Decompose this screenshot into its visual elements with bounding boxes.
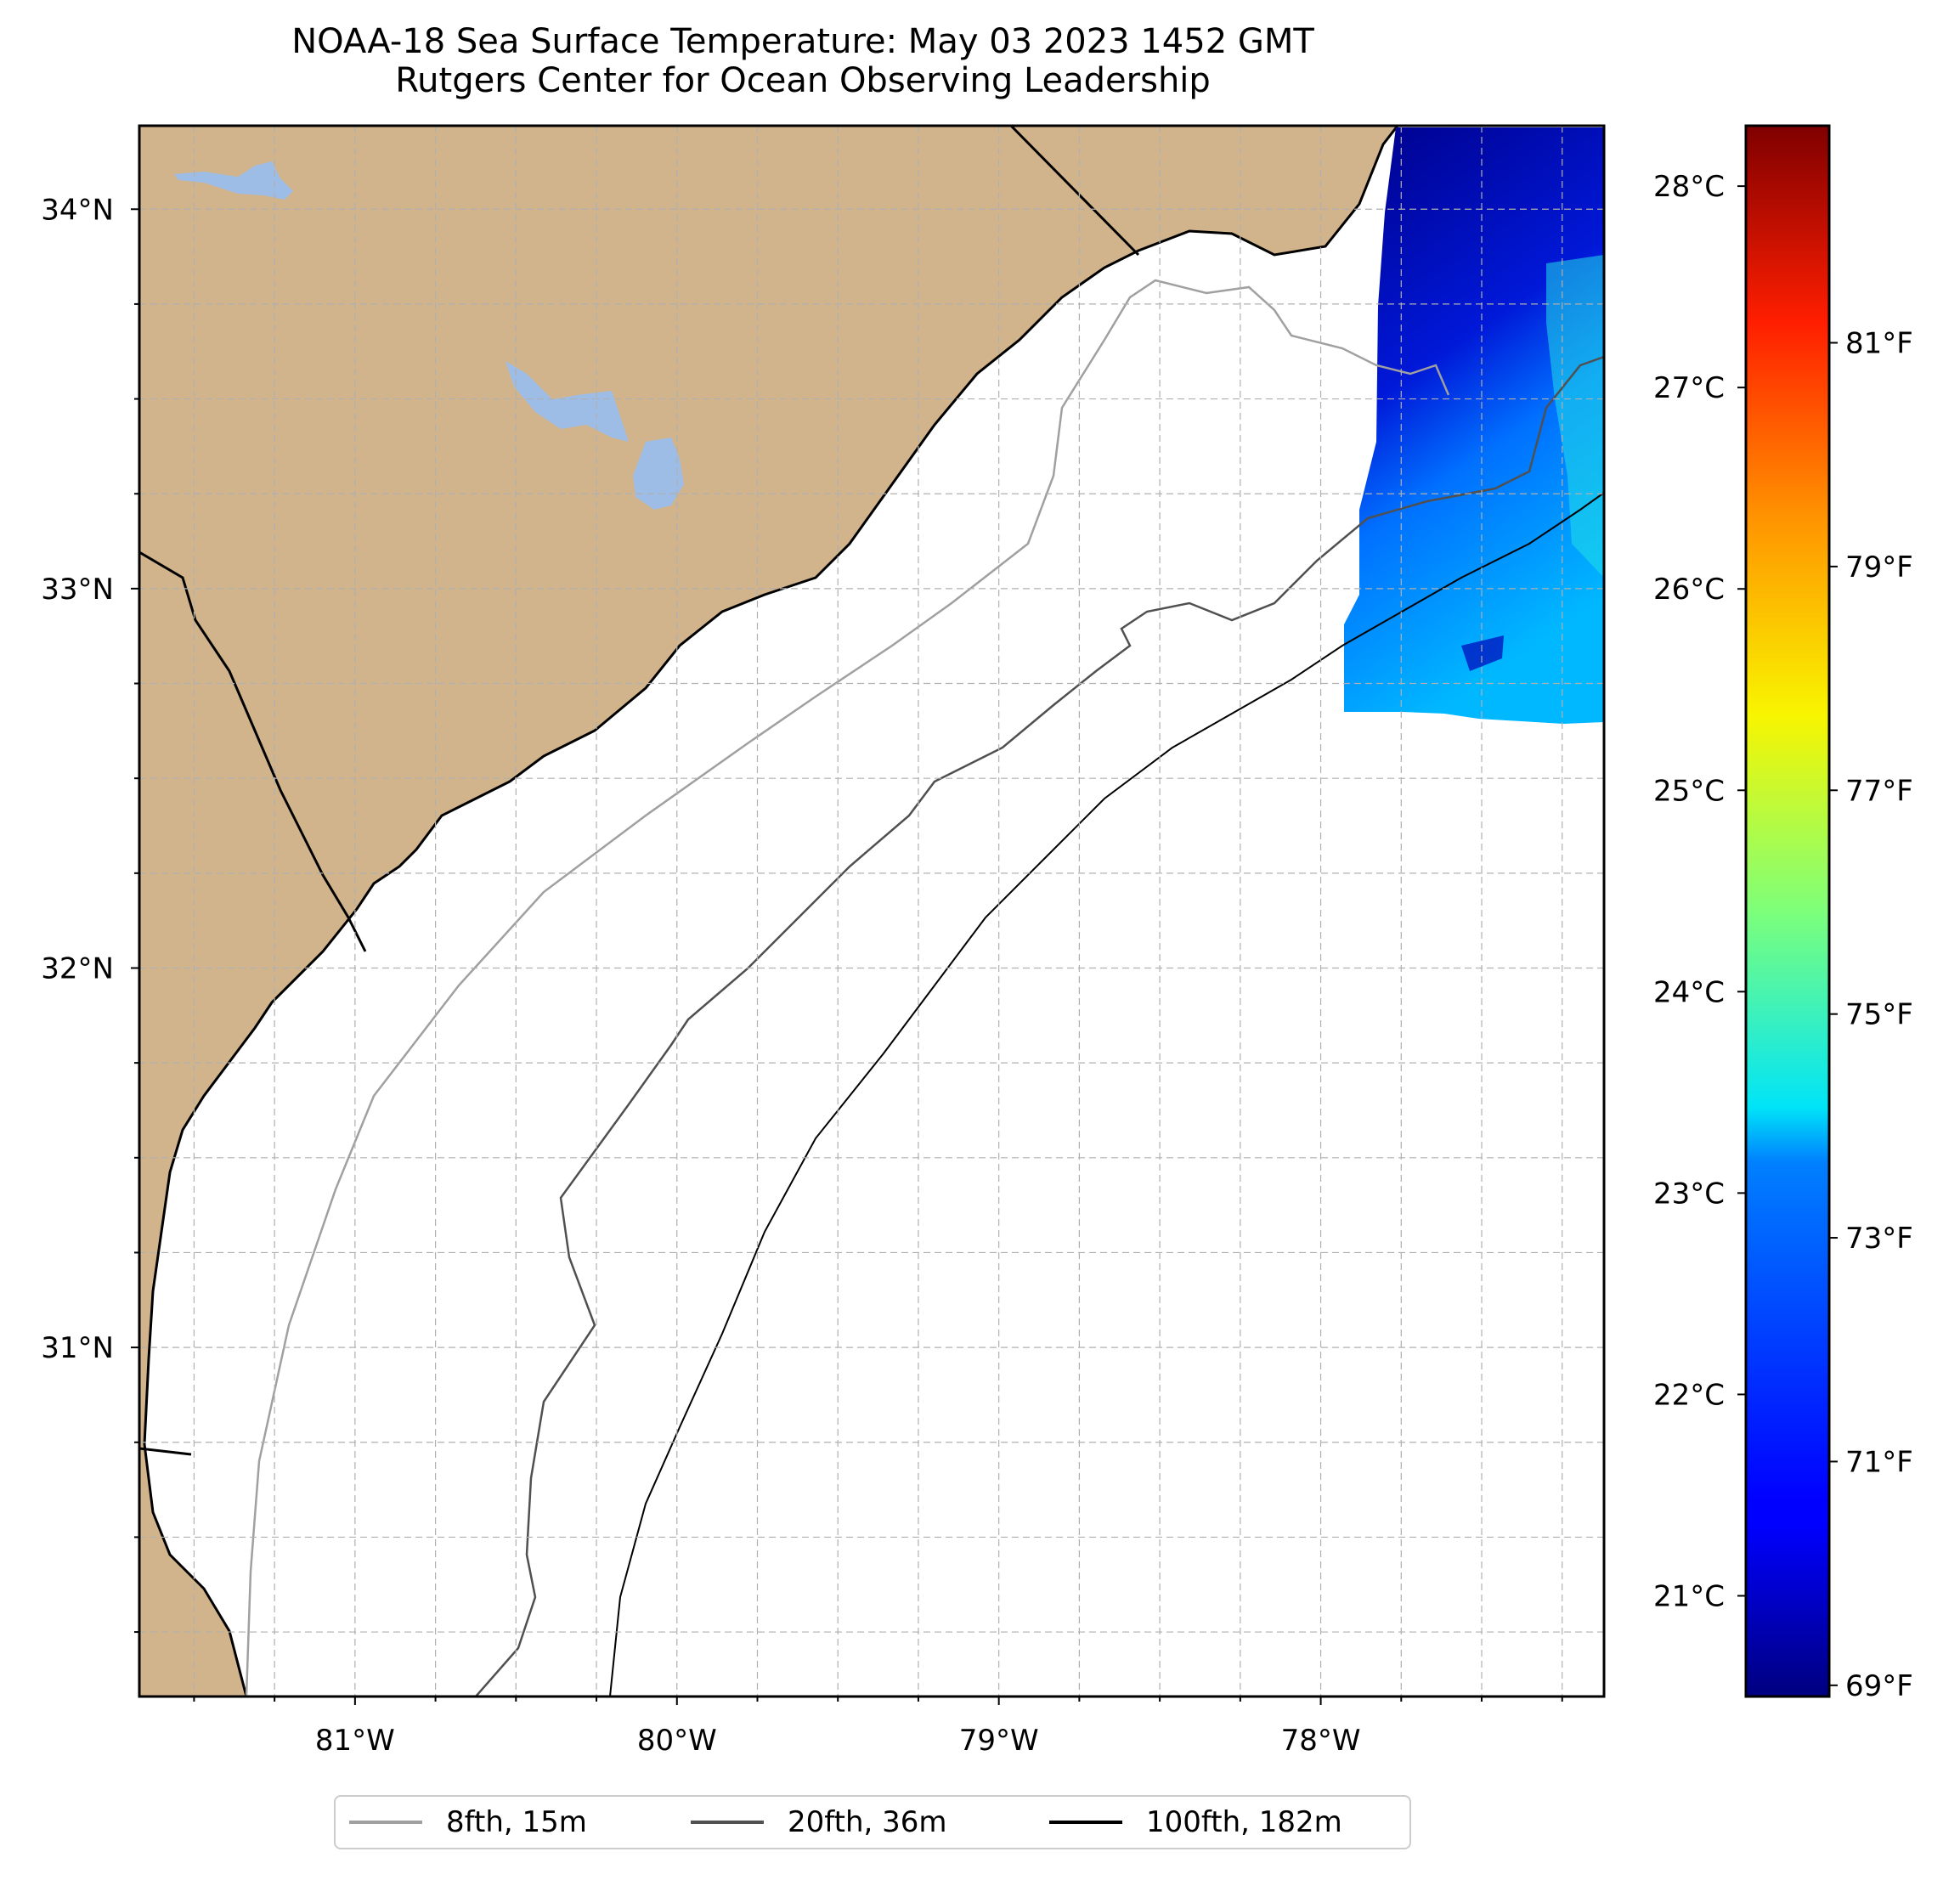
- legend-entry-100fth: 100fth, 182m: [1049, 1797, 1342, 1848]
- lon-tick-label: 79°W: [959, 1724, 1039, 1758]
- lake: [506, 361, 629, 442]
- sst-cool-patch: [1461, 635, 1504, 671]
- colorbar-gradient: [1744, 124, 1831, 1698]
- celsius-tick-label: 21°C: [1653, 1579, 1725, 1613]
- lat-tick-label: 33°N: [41, 573, 114, 607]
- lake: [174, 161, 293, 200]
- colorbar-ticks: 28°C 27°C 26°C 25°C 24°C 23°C 22°C 21°C 81°F 79°F…: [1653, 170, 1913, 1703]
- map-title: NOAA-18 Sea Surface Temperature: May 03 …: [291, 22, 1314, 61]
- isobath-100fth: [609, 492, 1604, 1697]
- sst-swath: [1344, 127, 1604, 724]
- lon-tick-label: 80°W: [637, 1724, 717, 1758]
- lon-tick-label: 81°W: [315, 1724, 395, 1758]
- land-mass: [139, 126, 1399, 1697]
- legend-swatch-8fth: [349, 1821, 422, 1824]
- isobath-20fth: [475, 355, 1604, 1697]
- fahrenheit-tick-label: 81°F: [1845, 326, 1913, 360]
- map-axis-ticks: 81°W 80°W 79°W 78°W 34°N 33°N 32°N 31°N: [41, 193, 1563, 1758]
- legend-entry-8fth: 8fth, 15m: [349, 1797, 587, 1848]
- legend-swatch-20fth: [691, 1821, 764, 1824]
- state-border: [1009, 126, 1140, 257]
- celsius-tick-label: 23°C: [1653, 1177, 1725, 1211]
- map-frame: [138, 124, 1606, 1698]
- gridlines: [139, 126, 1604, 1697]
- map-subtitle: Rutgers Center for Ocean Observing Leade…: [395, 61, 1211, 100]
- legend-label-8fth: 8fth, 15m: [446, 1805, 587, 1839]
- legend-label-20fth: 20fth, 36m: [788, 1805, 947, 1839]
- legend-label-100fth: 100fth, 182m: [1146, 1805, 1342, 1839]
- celsius-tick-label: 24°C: [1653, 975, 1725, 1009]
- lon-tick-label: 78°W: [1281, 1724, 1361, 1758]
- celsius-tick-label: 26°C: [1653, 573, 1725, 607]
- lake: [633, 438, 684, 510]
- celsius-tick-label: 27°C: [1653, 371, 1725, 405]
- legend-entry-20fth: 20fth, 36m: [691, 1797, 947, 1848]
- fahrenheit-tick-label: 77°F: [1845, 774, 1913, 808]
- lat-tick-label: 32°N: [41, 951, 114, 985]
- celsius-tick-label: 28°C: [1653, 170, 1725, 204]
- state-border-south: [139, 1447, 192, 1456]
- fahrenheit-tick-label: 73°F: [1845, 1222, 1913, 1256]
- isobath-legend: 8fth, 15m 20fth, 36m 100fth, 182m: [334, 1795, 1411, 1849]
- celsius-tick-label: 22°C: [1653, 1378, 1725, 1412]
- fahrenheit-tick-label: 79°F: [1845, 550, 1913, 584]
- fahrenheit-tick-label: 75°F: [1845, 998, 1913, 1032]
- sst-warm-patch: [1546, 255, 1604, 578]
- lat-tick-label: 34°N: [41, 193, 114, 227]
- fahrenheit-tick-label: 69°F: [1845, 1669, 1913, 1703]
- celsius-tick-label: 25°C: [1653, 774, 1725, 808]
- river-drainage: [139, 550, 367, 952]
- lat-tick-label: 31°N: [41, 1331, 114, 1365]
- fahrenheit-tick-label: 71°F: [1845, 1445, 1913, 1479]
- legend-swatch-100fth: [1049, 1821, 1122, 1824]
